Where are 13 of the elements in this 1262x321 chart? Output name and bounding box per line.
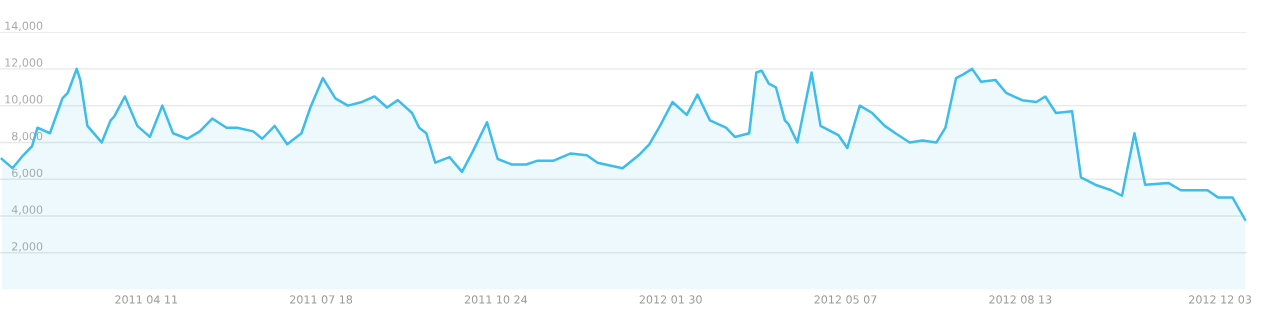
x-tick-label: 2012 08 13 [989, 295, 1052, 304]
y-tick-label: 12,000 [5, 58, 43, 68]
x-tick-label: 2012 01 30 [639, 295, 702, 304]
y-tick-label: 6,000 [12, 168, 43, 179]
y-tick-label: 2,000 [12, 242, 43, 252]
x-tick-label: 2011 04 11 [115, 295, 178, 304]
x-tick-label: 2011 07 18 [290, 295, 353, 304]
x-tick-label: 2011 10 24 [464, 295, 528, 304]
y-tick-label: 14,000 [5, 21, 43, 32]
x-tick-label: 2012 05 07 [814, 295, 877, 304]
x-tick-label: 2012 12 03 [1189, 295, 1252, 304]
y-tick-label: 4,000 [11, 205, 43, 215]
y-tick-label: 10,000 [5, 95, 43, 105]
